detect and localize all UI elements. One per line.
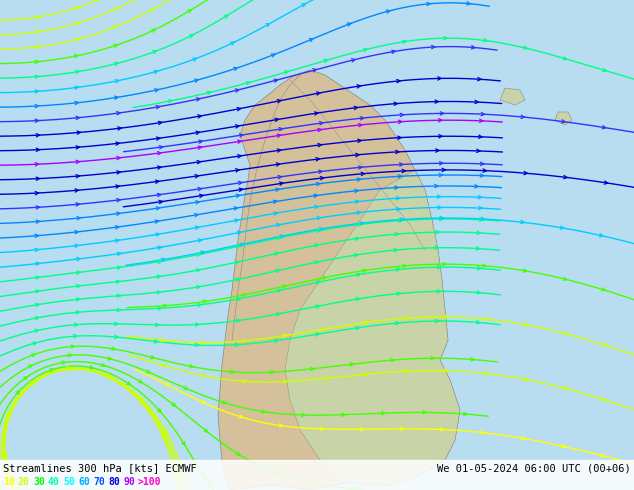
Text: 60: 60 [78,477,90,487]
Text: 50: 50 [63,477,75,487]
Text: Streamlines 300 hPa [kts] ECMWF: Streamlines 300 hPa [kts] ECMWF [3,463,197,473]
Text: 20: 20 [18,477,30,487]
Polygon shape [555,112,572,125]
Text: 40: 40 [48,477,60,487]
Polygon shape [218,70,460,490]
Text: 10: 10 [3,477,15,487]
Text: 90: 90 [123,477,135,487]
Text: We 01-05-2024 06:00 UTC (00+06): We 01-05-2024 06:00 UTC (00+06) [437,463,631,473]
Polygon shape [500,88,525,105]
Polygon shape [285,170,460,485]
Text: 80: 80 [108,477,120,487]
Text: >100: >100 [138,477,162,487]
Text: 30: 30 [33,477,45,487]
Text: 70: 70 [93,477,105,487]
